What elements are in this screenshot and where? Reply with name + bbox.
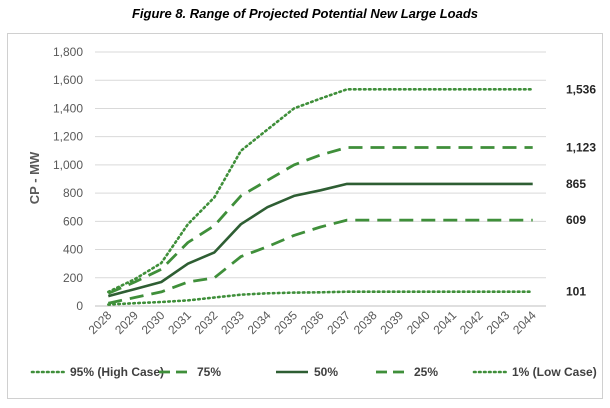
y-tick-label: 1,200 xyxy=(53,130,83,144)
x-tick-label: 2036 xyxy=(298,308,327,337)
end-labels: 1,536 1,123 865 609 101 xyxy=(566,82,596,298)
y-tick-label: 0 xyxy=(76,299,83,313)
y-tick-label: 800 xyxy=(63,186,83,200)
end-value-label: 609 xyxy=(566,213,586,227)
legend-label: 25% xyxy=(414,365,438,379)
x-tick-label: 2035 xyxy=(271,308,300,337)
x-tick-label: 2042 xyxy=(457,308,486,337)
x-tick-label: 2031 xyxy=(165,308,194,337)
gridlines xyxy=(95,51,546,279)
series-line xyxy=(107,290,535,306)
x-tick-label: 2028 xyxy=(86,308,115,337)
x-tick-label: 2034 xyxy=(245,308,274,337)
y-axis-label: CP - MW xyxy=(27,151,42,204)
y-tick-label: 200 xyxy=(63,271,83,285)
x-tick-label: 2029 xyxy=(112,308,141,337)
x-axis-ticks: 2028202920302031203220332034203520362037… xyxy=(86,308,539,337)
x-tick-label: 2040 xyxy=(404,308,433,337)
end-value-label: 865 xyxy=(566,177,586,191)
series-line xyxy=(108,218,533,305)
y-tick-label: 1,400 xyxy=(53,101,83,115)
end-value-label: 101 xyxy=(566,285,586,299)
x-tick-label: 2032 xyxy=(192,308,221,337)
chart-title: Figure 8. Range of Projected Potential N… xyxy=(131,6,478,21)
x-tick-label: 2030 xyxy=(139,308,168,337)
legend-label: 50% xyxy=(314,365,338,379)
series-line xyxy=(107,146,533,295)
series-line xyxy=(107,182,533,298)
y-tick-label: 400 xyxy=(63,243,83,257)
series-line xyxy=(107,88,535,294)
legend-label: 95% (High Case) xyxy=(70,365,164,379)
legend: 95% (High Case) 75% 50% 25% 1% (Low Case) xyxy=(30,365,597,379)
x-tick-label: 2043 xyxy=(484,308,513,337)
y-tick-label: 1,800 xyxy=(53,45,83,59)
y-tick-label: 600 xyxy=(63,214,83,228)
series-lines xyxy=(107,88,535,306)
legend-label: 1% (Low Case) xyxy=(512,365,597,379)
y-tick-label: 1,600 xyxy=(53,73,83,87)
y-axis-ticks: 0 200 400 600 800 1,000 1,200 1,400 1,600 1,800 xyxy=(53,45,83,313)
x-tick-label: 2033 xyxy=(218,308,247,337)
y-tick-label: 1,000 xyxy=(53,158,83,172)
x-tick-label: 2037 xyxy=(324,308,353,337)
x-tick-label: 2039 xyxy=(377,308,406,337)
x-tick-label: 2041 xyxy=(430,308,459,337)
x-tick-label: 2044 xyxy=(510,308,539,337)
legend-label: 75% xyxy=(197,365,221,379)
chart-frame xyxy=(7,33,603,399)
end-value-label: 1,536 xyxy=(566,82,596,96)
x-tick-label: 2038 xyxy=(351,308,380,337)
end-value-label: 1,123 xyxy=(566,141,596,155)
